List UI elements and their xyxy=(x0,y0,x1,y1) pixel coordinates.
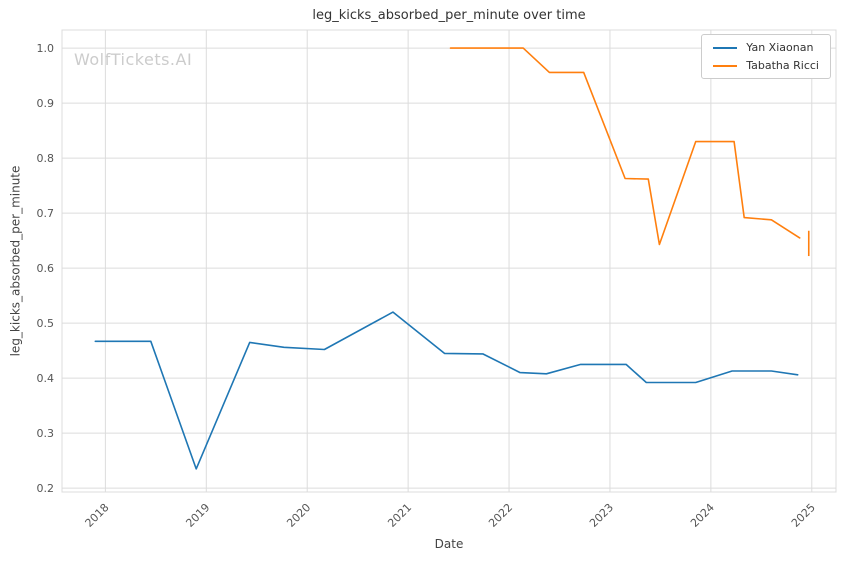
x-tick-label: 2023 xyxy=(587,501,616,530)
y-tick-label: 0.8 xyxy=(37,152,55,165)
legend: Yan Xiaonan Tabatha Ricci xyxy=(701,34,831,79)
y-tick-label: 1.0 xyxy=(37,42,55,55)
x-tick-label: 2024 xyxy=(688,501,717,530)
legend-line-sample xyxy=(713,46,738,49)
legend-label: Tabatha Ricci xyxy=(746,59,819,72)
y-tick-label: 0.4 xyxy=(37,372,55,385)
plot-border xyxy=(61,29,837,493)
x-tick-label: 2022 xyxy=(486,501,515,530)
y-tick-label: 0.5 xyxy=(37,317,55,330)
x-tick-label: 2020 xyxy=(284,501,313,530)
y-tick-label: 0.2 xyxy=(37,482,55,495)
y-tick-label: 0.3 xyxy=(37,427,55,440)
chart-title: leg_kicks_absorbed_per_minute over time xyxy=(312,8,586,23)
x-axis-label: Date xyxy=(434,537,464,551)
y-tick-label: 0.7 xyxy=(37,207,55,220)
x-tick-label: 2019 xyxy=(183,501,212,530)
x-tick-label: 2018 xyxy=(83,501,112,530)
series-line xyxy=(449,47,801,246)
y-tick-label: 0.9 xyxy=(37,97,55,110)
legend-item: Yan Xiaonan xyxy=(713,42,819,53)
series-line xyxy=(94,311,799,470)
legend-line-sample xyxy=(713,64,738,67)
watermark: WolfTickets.AI xyxy=(74,50,193,69)
y-tick-label: 0.6 xyxy=(37,262,55,275)
legend-label: Yan Xiaonan xyxy=(746,41,814,54)
x-tick-label: 2021 xyxy=(385,501,414,530)
legend-item: Tabatha Ricci xyxy=(713,60,819,71)
x-tick-label: 2025 xyxy=(789,501,818,530)
